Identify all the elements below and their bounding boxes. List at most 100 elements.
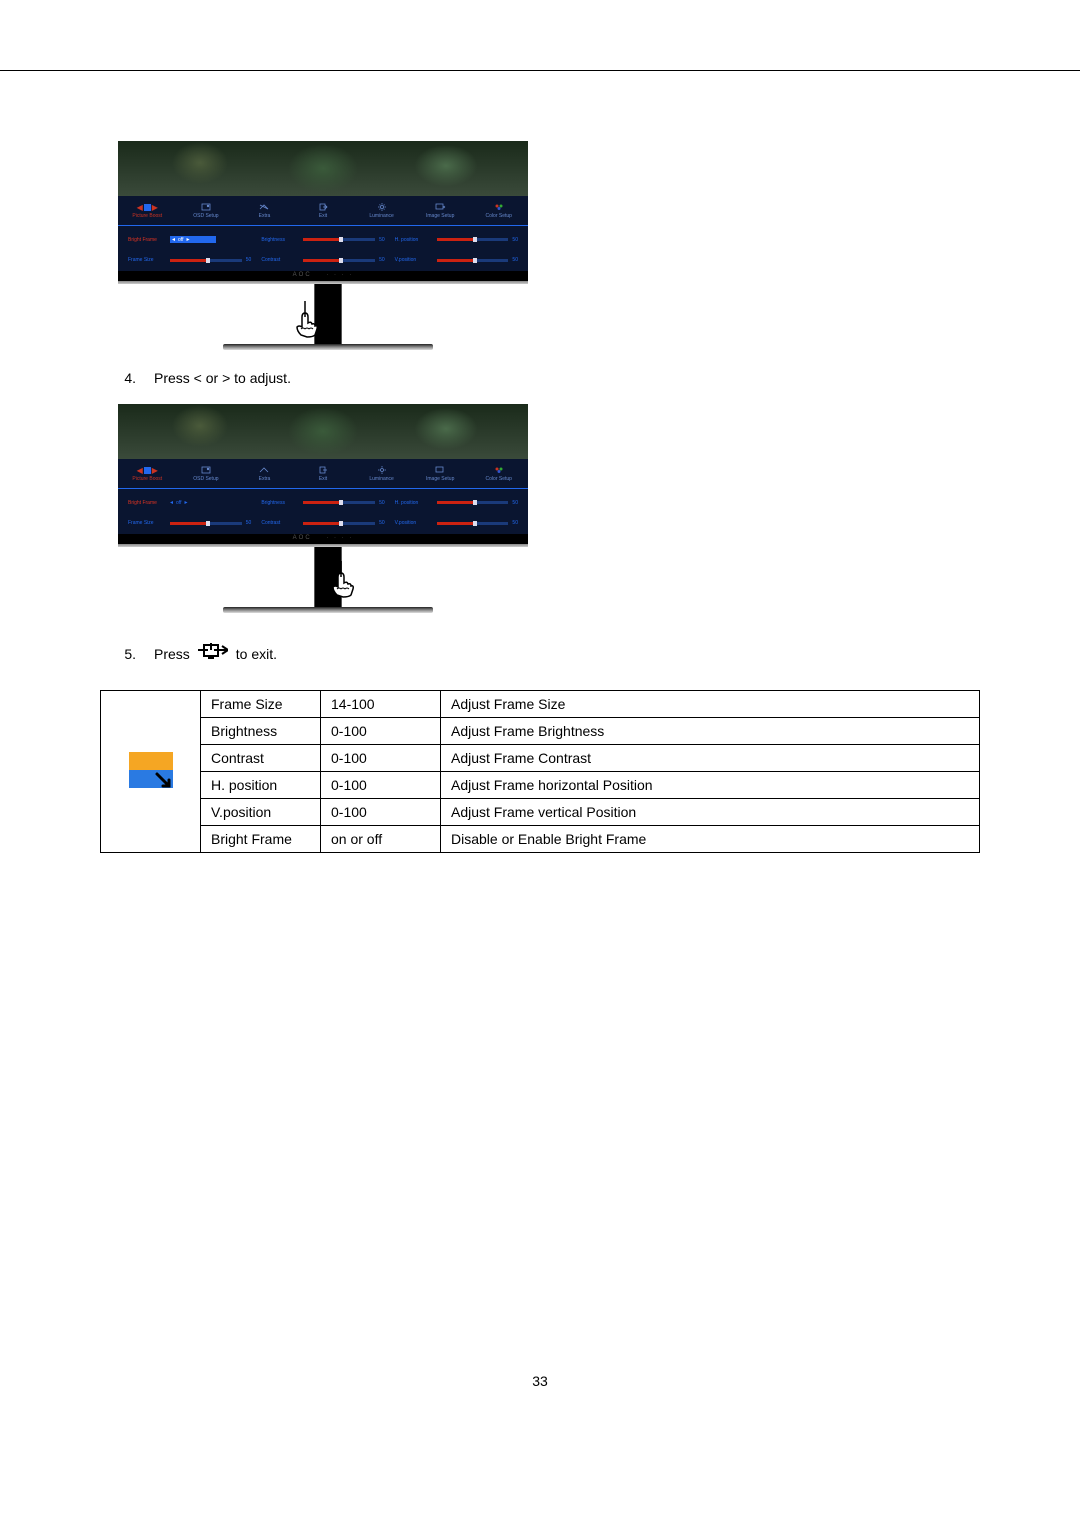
exit-tab-icon — [316, 465, 330, 475]
setting-value: 50 — [379, 257, 385, 263]
chevron-left-icon: ◂ — [172, 236, 175, 243]
luminance-icon — [375, 465, 389, 475]
setting-v-position[interactable]: V.position 50 — [395, 520, 518, 526]
exit-icon — [198, 643, 228, 664]
setting-bright-frame[interactable]: Bright Frame ◂ off ▸ — [128, 236, 251, 243]
wallpaper — [118, 404, 528, 459]
toggle-value: off — [176, 500, 181, 506]
cell-param: Bright Frame — [201, 826, 321, 853]
slider[interactable] — [437, 501, 509, 504]
picture-boost-icon — [127, 750, 175, 790]
exit-tab-icon — [316, 202, 330, 212]
setting-value: 50 — [379, 500, 385, 506]
tab-label: Exit — [319, 476, 327, 482]
slider[interactable] — [437, 259, 509, 262]
osd-tab-image-setup[interactable]: Image Setup — [411, 459, 470, 488]
cell-range: 0-100 — [321, 772, 441, 799]
setting-v-position[interactable]: V.position 50 — [395, 257, 518, 263]
setting-label: Brightness — [261, 500, 299, 506]
osd-settings-grid: Bright Frame ◂ off ▸ Brightness 50 H. p — [118, 489, 528, 534]
setting-h-position[interactable]: H. position 50 — [395, 237, 518, 243]
osd-tab-picture-boost[interactable]: ◀ ▶ Picture Boost — [118, 196, 177, 225]
monitor-figure-2: ◀ ▶ Picture Boost OSD Setup Extra — [118, 404, 538, 613]
cell-param: H. position — [201, 772, 321, 799]
slider[interactable] — [303, 522, 375, 525]
setting-h-position[interactable]: H. position 50 — [395, 500, 518, 506]
cell-range: 14-100 — [321, 691, 441, 718]
toggle-control[interactable]: ◂ off ▸ — [170, 499, 216, 506]
step-text: Press < or > to adjust. — [154, 370, 291, 386]
slider[interactable] — [170, 522, 242, 525]
slider[interactable] — [437, 522, 509, 525]
monitor-stand-neck — [314, 284, 342, 344]
setting-contrast[interactable]: Contrast 50 — [261, 257, 384, 263]
slider[interactable] — [437, 238, 509, 241]
table-row: Brightness 0-100 Adjust Frame Brightness — [101, 718, 980, 745]
slider[interactable] — [303, 501, 375, 504]
setting-label: Frame Size — [128, 257, 166, 263]
setting-value: 50 — [246, 520, 252, 526]
cell-desc: Adjust Frame Size — [441, 691, 980, 718]
osd-tab-exit[interactable]: Exit — [294, 196, 353, 225]
setting-frame-size[interactable]: Frame Size 50 — [128, 257, 251, 263]
setting-value: 50 — [379, 520, 385, 526]
osd-tab-osd-setup[interactable]: OSD Setup — [177, 459, 236, 488]
step-number: 4. — [118, 370, 136, 386]
osd-tab-color-setup[interactable]: Color Setup — [469, 459, 528, 488]
osd-tab-luminance[interactable]: Luminance — [352, 196, 411, 225]
osd-setup-icon — [199, 465, 213, 475]
setting-label: Frame Size — [128, 520, 166, 526]
extra-icon — [257, 202, 271, 212]
osd-tab-osd-setup[interactable]: OSD Setup — [177, 196, 236, 225]
osd-tab-luminance[interactable]: Luminance — [352, 459, 411, 488]
osd-menu: ◀ ▶ Picture Boost OSD Setup Extra — [118, 459, 528, 534]
setting-contrast[interactable]: Contrast 50 — [261, 520, 384, 526]
monitor-logo: AOC · · · · — [118, 534, 528, 544]
table-row: V.position 0-100 Adjust Frame vertical P… — [101, 799, 980, 826]
color-setup-icon — [492, 465, 506, 475]
color-setup-icon — [492, 202, 506, 212]
setting-frame-size[interactable]: Frame Size 50 — [128, 520, 251, 526]
setting-bright-frame[interactable]: Bright Frame ◂ off ▸ — [128, 499, 251, 506]
luminance-icon — [375, 202, 389, 212]
cell-range: on or off — [321, 826, 441, 853]
setting-value: 50 — [512, 257, 518, 263]
wallpaper — [118, 141, 528, 196]
setting-label: H. position — [395, 237, 433, 243]
osd-tab-image-setup[interactable]: Image Setup — [411, 196, 470, 225]
pointing-hand-icon — [321, 559, 361, 599]
osd-tab-picture-boost[interactable]: ◀ ▶ Picture Boost — [118, 459, 177, 488]
setting-label: V.position — [395, 520, 433, 526]
cell-desc: Adjust Frame vertical Position — [441, 799, 980, 826]
tab-label: Extra — [259, 213, 271, 219]
setting-brightness[interactable]: Brightness 50 — [261, 237, 384, 243]
chevron-right-icon: ▸ — [186, 236, 189, 243]
cell-range: 0-100 — [321, 799, 441, 826]
slider[interactable] — [303, 238, 375, 241]
slider[interactable] — [170, 259, 242, 262]
setting-value: 50 — [512, 500, 518, 506]
osd-setup-icon — [199, 202, 213, 212]
step-text-post: to exit. — [236, 646, 277, 662]
setting-brightness[interactable]: Brightness 50 — [261, 500, 384, 506]
osd-tab-row: ◀ ▶ Picture Boost OSD Setup Extra — [118, 459, 528, 489]
osd-tab-extra[interactable]: Extra — [235, 459, 294, 488]
setting-label: Contrast — [261, 520, 299, 526]
cell-range: 0-100 — [321, 745, 441, 772]
osd-tab-row: ◀ ▶ Picture Boost OSD Setup Extra — [118, 196, 528, 226]
slider[interactable] — [303, 259, 375, 262]
tab-label: Image Setup — [426, 213, 454, 219]
osd-tab-color-setup[interactable]: Color Setup — [469, 196, 528, 225]
setting-value: 50 — [512, 520, 518, 526]
setting-value: 50 — [512, 237, 518, 243]
osd-tab-exit[interactable]: Exit — [294, 459, 353, 488]
osd-tab-extra[interactable]: Extra — [235, 196, 294, 225]
chevron-right-icon: ▸ — [184, 499, 187, 506]
image-setup-icon — [433, 202, 447, 212]
tab-label: Picture Boost — [132, 213, 162, 219]
osd-settings-grid: Bright Frame ◂ off ▸ Brightness — [118, 226, 528, 271]
cell-desc: Adjust Frame horizontal Position — [441, 772, 980, 799]
toggle-control[interactable]: ◂ off ▸ — [170, 236, 216, 243]
osd-menu: ◀ ▶ Picture Boost OSD Setup Extra — [118, 196, 528, 271]
monitor-logo: AOC · · · · — [118, 271, 528, 281]
